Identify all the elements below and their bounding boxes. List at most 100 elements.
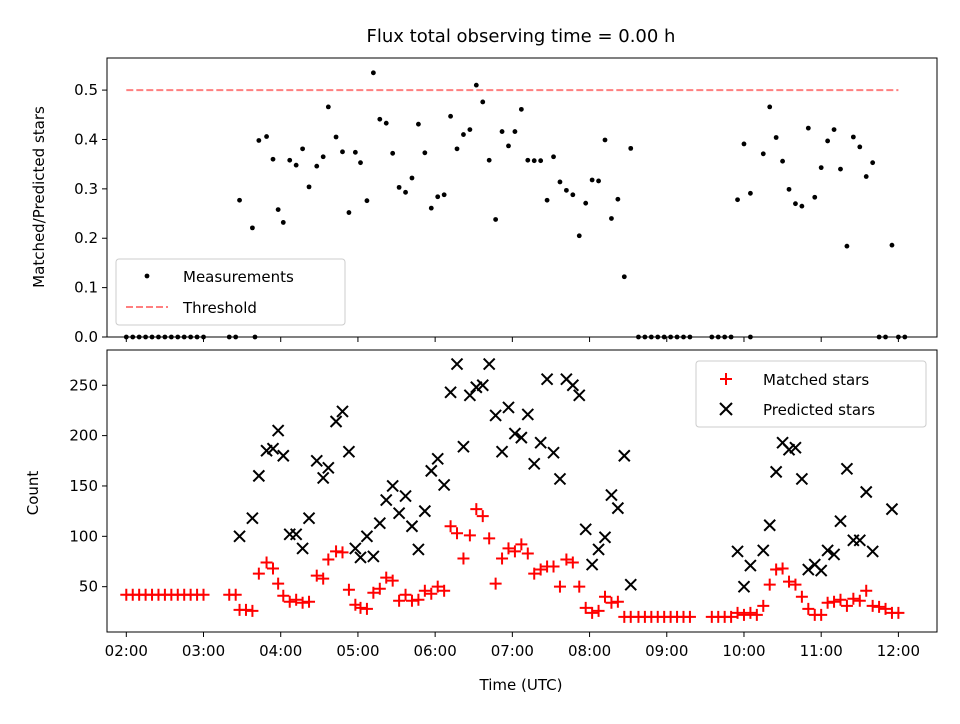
matched-stars-point (260, 556, 273, 569)
count-y-axis-label: Count (24, 471, 42, 516)
matched-stars-point (496, 552, 509, 565)
x-tick-label: 08:00 (568, 642, 611, 660)
matched-stars-point (795, 590, 808, 603)
measurements-point (416, 121, 421, 127)
x-axis-label: Time (UTC) (479, 676, 563, 694)
predicted-stars-point (246, 511, 259, 525)
matched-stars-point (463, 529, 476, 542)
matched-stars-point (438, 584, 451, 597)
predicted-stars-point (827, 548, 841, 561)
matched-stars-point (547, 560, 560, 573)
predicted-stars-point (508, 427, 522, 440)
predicted-stars-point (585, 558, 599, 571)
measurements-point (889, 242, 895, 248)
predicted-stars-point (252, 469, 266, 483)
predicted-stars-point (885, 502, 899, 516)
count-legend: Matched stars Predicted stars (695, 360, 927, 428)
measurements-point (602, 137, 608, 143)
matched-stars-point (763, 578, 776, 591)
matched-stars-point (737, 608, 750, 621)
predicted-stars-point (489, 409, 502, 422)
matched-stars-point (605, 596, 618, 609)
matched-stars-point (252, 567, 265, 580)
matched-stars-point (866, 599, 879, 612)
measurements-point (589, 177, 595, 183)
ratio-y-tick-label: 0.0 (74, 328, 98, 346)
measurements-point (340, 149, 345, 155)
matched-legend-marker (720, 373, 732, 385)
measurements-point (333, 134, 339, 140)
predicted-stars-point (349, 542, 362, 555)
predicted-stars-point (373, 517, 387, 530)
measurements-legend-marker (144, 273, 150, 279)
matched-stars-point (802, 602, 815, 615)
measurements-point (320, 154, 326, 160)
measurements-point (799, 203, 805, 209)
matched-stars-point (399, 588, 412, 601)
measurements-point (773, 135, 779, 140)
matched-stars-point (528, 567, 541, 580)
x-tick-label: 03:00 (182, 642, 225, 660)
matched-stars-point (360, 602, 373, 615)
measurements-point (352, 149, 358, 155)
matched-stars-point (770, 563, 783, 576)
predicted-stars-point (302, 511, 316, 525)
matched-stars-point (290, 593, 303, 606)
matched-stars-point (566, 556, 579, 569)
predicted-stars-point (789, 441, 802, 454)
matched-stars-point (853, 594, 866, 607)
measurements-point (735, 197, 740, 203)
matched-stars-point (553, 580, 566, 593)
measurements-point (486, 157, 492, 163)
measurements-point (264, 134, 269, 139)
ratio-y-tick-label: 0.5 (74, 81, 98, 99)
predicted-stars-point (502, 401, 515, 414)
matched-stars-point (451, 527, 464, 540)
matched-stars-point (239, 603, 252, 616)
measurements-point (280, 220, 286, 225)
matched-stars-point (892, 606, 905, 619)
matched-stars-point (476, 510, 489, 523)
predicted-stars-point (322, 461, 335, 475)
matched-stars-point (322, 553, 335, 566)
measurements-point (409, 175, 415, 181)
measurements-point (473, 82, 479, 88)
predicted-stars-point (795, 472, 809, 486)
measurements-point (544, 197, 550, 203)
count-y-tick-label: 250 (69, 376, 98, 394)
matched-stars-point (283, 595, 296, 608)
x-tick-label: 04:00 (259, 642, 302, 660)
predicted-stars-point (444, 386, 457, 399)
measurements-point (314, 163, 320, 169)
measurements-point (767, 104, 773, 110)
measurements-point (300, 146, 305, 152)
count-legend-box (695, 360, 927, 428)
measurements-point (403, 189, 408, 195)
count-y-tick-label: 150 (69, 477, 98, 495)
measurements-point (596, 178, 601, 184)
predicted-stars-point (450, 357, 464, 371)
predicted-stars-point (399, 489, 412, 503)
measurements-point (256, 138, 262, 143)
predicted-stars-point (476, 379, 489, 392)
x-tick-label: 07:00 (491, 642, 534, 660)
count-plot-frame (106, 349, 938, 633)
predicted-stars-point (814, 564, 828, 577)
measurements-point (435, 194, 441, 200)
predicted-stars-point (418, 504, 432, 518)
matched-stars-point (412, 593, 425, 606)
matched-stars-point (330, 545, 343, 558)
x-tick-label: 09:00 (645, 642, 688, 660)
measurements-point (838, 166, 843, 172)
ratio-legend: Measurements Threshold (115, 258, 346, 326)
measurements-point (805, 125, 811, 131)
matched-stars-point (502, 542, 515, 555)
matched-stars-point (296, 596, 309, 609)
measurements-point (583, 200, 589, 206)
predicted-stars-point (521, 408, 534, 421)
matched-stars-point (425, 587, 438, 600)
measurements-point (615, 196, 621, 202)
measurements-point (499, 129, 505, 134)
predicted-stars-point (367, 550, 380, 563)
